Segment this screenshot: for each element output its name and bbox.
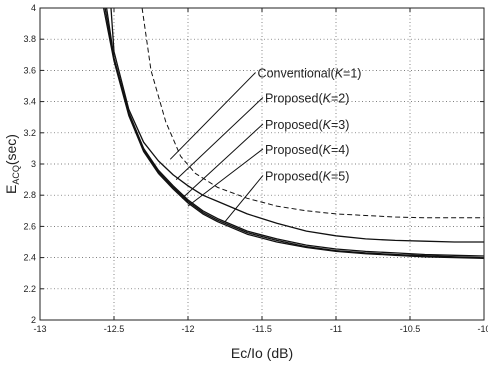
series-label: Proposed(K=2)	[265, 91, 349, 105]
axis-ticks: -13 -12.5 -12 -11.5 -11 -10.5 -10 2 2.2 2.4 2.6 2.8…	[23, 3, 488, 334]
series-label: Proposed(K=4)	[265, 143, 349, 157]
series-lines	[102, 8, 484, 260]
y-tick-label: 2.4	[23, 253, 36, 263]
y-tick-label: 2	[31, 315, 36, 325]
y-tick-label: 2.2	[23, 284, 36, 294]
series-label-prefix: Proposed(	[265, 169, 324, 183]
series-label-suffix: =1)	[343, 67, 361, 81]
annotation-leader-line	[181, 123, 264, 199]
grid	[40, 8, 484, 320]
y-tick-label: 2.8	[23, 190, 36, 200]
series-label-suffix: =4)	[331, 143, 349, 157]
x-tick-label: -11	[330, 324, 342, 334]
series-line-2	[110, 8, 484, 243]
series-label: Proposed(K=3)	[265, 118, 349, 132]
series-label-prefix: Conventional(	[258, 67, 336, 81]
y-tick-label: 3.2	[23, 128, 36, 138]
y-tick-label: 3	[31, 159, 36, 169]
series-label-k: K	[323, 143, 332, 157]
series-label: Proposed(K=5)	[265, 169, 349, 183]
series-label-k: K	[335, 67, 344, 81]
y-tick-label: 3.8	[23, 34, 36, 44]
series-label-prefix: Proposed(	[265, 118, 324, 132]
annotation-leader-line	[187, 148, 264, 207]
y-tick-label: 3.6	[23, 65, 36, 75]
series-label-suffix: =2)	[331, 91, 349, 105]
y-axis-title-unit: (sec)	[3, 134, 19, 165]
x-tick-label: -13	[33, 324, 46, 334]
series-label-prefix: Proposed(	[265, 143, 324, 157]
y-tick-label: 3.4	[23, 97, 36, 107]
x-tick-label: -12	[181, 324, 194, 334]
series-label-suffix: =5)	[331, 169, 349, 183]
x-tick-label: -11.5	[252, 324, 272, 334]
y-tick-label: 2.6	[23, 221, 36, 231]
series-label-suffix: =3)	[331, 118, 349, 132]
y-axis-title: EACQ(sec)	[3, 134, 21, 194]
series-label-k: K	[323, 169, 332, 183]
series-label-k: K	[323, 118, 332, 132]
x-tick-label: -12.5	[104, 324, 125, 334]
x-tick-label: -10.5	[400, 324, 421, 334]
x-tick-label: -10	[477, 324, 488, 334]
x-axis-title: Ec/Io (dB)	[231, 345, 293, 361]
annotation-leader-line	[224, 175, 264, 223]
series-label: Conventional(K=1)	[258, 67, 362, 81]
y-axis-title-main: E	[3, 185, 19, 194]
series-line-5	[102, 8, 484, 260]
y-axis-title-subscript: ACQ	[11, 165, 21, 185]
series-line-1	[141, 8, 484, 219]
annotation-leader-line	[169, 72, 256, 160]
series-annotations: Conventional(K=1)Proposed(K=2)Proposed(K…	[169, 67, 362, 223]
series-label-k: K	[323, 91, 332, 105]
y-tick-label: 4	[31, 3, 36, 13]
annotation-leader-line	[175, 97, 264, 180]
series-label-prefix: Proposed(	[265, 91, 324, 105]
